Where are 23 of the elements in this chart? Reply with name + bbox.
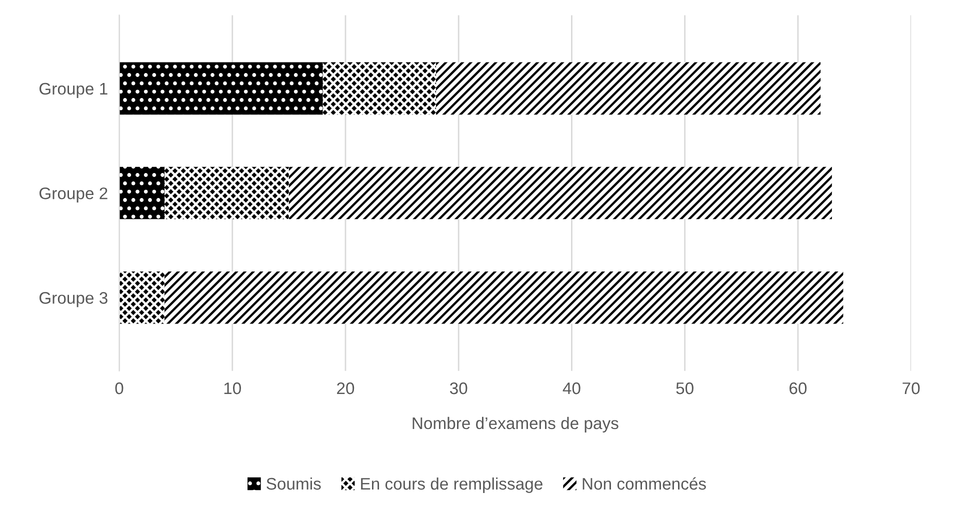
y-tick-label: Groupe 3 bbox=[39, 292, 108, 308]
x-tick-label: 10 bbox=[224, 382, 241, 394]
bar bbox=[436, 62, 821, 115]
legend-label: En cours de remplissage bbox=[361, 477, 542, 493]
legend-label: Soumis bbox=[266, 477, 321, 490]
x-tick-label: 40 bbox=[562, 382, 580, 394]
x-tick-label: 70 bbox=[902, 382, 920, 394]
legend-label: Non commencés bbox=[582, 477, 706, 490]
x-tick-label: 20 bbox=[337, 382, 354, 394]
x-tick-label: 0 bbox=[115, 382, 124, 394]
bar bbox=[322, 62, 436, 115]
bar bbox=[119, 271, 164, 324]
x-tick-label: 60 bbox=[790, 382, 807, 394]
y-tick-label: Groupe 1 bbox=[39, 82, 108, 98]
bar bbox=[288, 166, 832, 220]
bar bbox=[119, 166, 164, 220]
bar bbox=[164, 271, 844, 324]
y-tick-label: Groupe 2 bbox=[39, 187, 108, 203]
bar bbox=[119, 62, 323, 115]
x-axis-title: Nombre d’examens de pays bbox=[412, 416, 618, 432]
x-tick-label: 30 bbox=[450, 382, 468, 394]
x-tick-label: 50 bbox=[676, 382, 694, 394]
bar bbox=[164, 166, 289, 220]
